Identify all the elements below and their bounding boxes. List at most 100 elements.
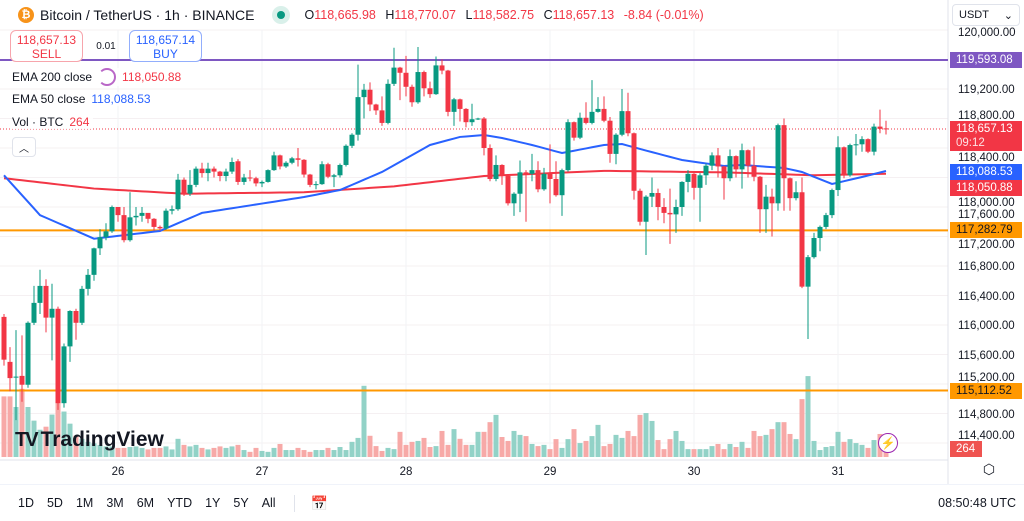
candle-body	[691, 173, 697, 188]
volume-bar	[871, 440, 877, 457]
candle	[751, 146, 757, 182]
candle-body	[241, 177, 247, 182]
candle-body	[709, 155, 715, 166]
range-buttons: 1D 5D 1M 3M 6M YTD 1Y 5Y All	[18, 496, 276, 510]
candle	[7, 347, 13, 392]
range-1d[interactable]: 1D	[18, 496, 34, 510]
candle	[259, 180, 265, 188]
candle	[151, 218, 157, 231]
range-6m[interactable]: 6M	[136, 496, 155, 510]
candle	[337, 163, 343, 178]
range-5d[interactable]: 5D	[46, 496, 63, 510]
volume-bar	[133, 446, 139, 457]
range-1y[interactable]: 1Y	[205, 496, 221, 510]
candle-body	[595, 108, 601, 112]
candle	[211, 166, 217, 178]
candle	[547, 144, 553, 204]
collapse-legend-button[interactable]: ︿	[12, 137, 36, 157]
candle-body	[67, 310, 73, 347]
legend-ema200[interactable]: EMA 200 close 118,050.88	[12, 68, 186, 86]
candle-body	[403, 72, 409, 87]
candle-body	[199, 168, 205, 174]
range-all[interactable]: All	[261, 496, 276, 510]
volume-bar	[553, 439, 559, 457]
lightning-icon[interactable]: ⚡	[878, 433, 898, 453]
volume-bar	[421, 437, 427, 457]
candle	[13, 330, 19, 421]
volume-bar	[637, 414, 643, 457]
currency-select[interactable]: USDT ⌄	[952, 4, 1020, 26]
range-5y[interactable]: 5Y	[233, 496, 249, 510]
sell-button[interactable]: 118,657.13 SELL	[10, 30, 83, 62]
volume-bar	[205, 449, 211, 457]
chart-settings-icon[interactable]: ⬡	[982, 461, 996, 477]
volume-bar	[739, 441, 745, 457]
candle-body	[673, 207, 679, 215]
ema200-price-label: 118,050.88	[950, 180, 1022, 196]
volume-bar	[751, 430, 757, 457]
candle	[421, 70, 427, 97]
candle-body	[469, 119, 475, 123]
candle	[823, 212, 829, 230]
volume-bar	[673, 430, 679, 457]
candle	[181, 177, 187, 196]
candle	[265, 169, 271, 183]
utc-clock[interactable]: 08:50:48 UTC	[938, 496, 1016, 510]
volume-bar	[277, 443, 283, 457]
candle	[715, 148, 721, 178]
candle-body	[829, 190, 835, 216]
volume-bar	[823, 447, 829, 457]
candle	[1, 313, 7, 366]
candle	[523, 170, 529, 222]
volume-bar	[211, 447, 217, 457]
candle	[487, 144, 493, 182]
candle	[379, 96, 385, 126]
volume-bar	[79, 438, 85, 457]
volume-bar	[697, 449, 703, 457]
candle-body	[553, 178, 559, 196]
calendar-goto-icon[interactable]: 📅	[293, 494, 328, 512]
candle	[349, 133, 355, 148]
volume-bar	[127, 447, 133, 457]
volume-bar	[607, 443, 613, 457]
volume-bar	[745, 447, 751, 457]
candle-body	[781, 125, 787, 179]
y-tick-label: 114,400.00	[958, 430, 1015, 442]
candle-body	[85, 274, 91, 289]
volume-bar	[523, 436, 529, 457]
volume-bar	[667, 439, 673, 457]
volume-bar	[493, 414, 499, 457]
volume-bar	[505, 440, 511, 457]
candle-body	[331, 175, 337, 177]
range-1m[interactable]: 1M	[75, 496, 94, 510]
candle-body	[661, 207, 667, 213]
symbol-title[interactable]: Bitcoin / TetherUS · 1h · BINANCE	[40, 7, 255, 23]
buy-button[interactable]: 118,657.14 BUY	[129, 30, 202, 62]
candle-body	[769, 196, 775, 204]
legend-volume[interactable]: Vol · BTC 264	[12, 115, 94, 129]
ema50-price-label: 118,088.53	[950, 164, 1022, 180]
range-3m[interactable]: 3M	[106, 496, 124, 510]
candle	[85, 268, 91, 296]
candle-body	[571, 122, 577, 138]
candle-body	[427, 88, 433, 95]
range-ytd[interactable]: YTD	[167, 496, 193, 510]
volume-bar	[463, 444, 469, 457]
candle	[91, 247, 97, 281]
candle-body	[163, 210, 169, 229]
candle	[625, 92, 631, 137]
volume-bar	[655, 440, 661, 457]
candle	[145, 212, 151, 224]
volume-bar	[1, 396, 7, 457]
candle-body	[853, 144, 859, 146]
price-chart[interactable]: 120,000.00 119,200.00 118,800.00 118,400.00…	[0, 0, 1024, 485]
volume-bar	[769, 429, 775, 457]
tradingview-logo[interactable]: TV TradingView	[15, 428, 164, 451]
market-open-status-icon	[272, 6, 291, 24]
candle-body	[223, 171, 229, 177]
candle-body	[577, 117, 583, 138]
candle-body	[541, 173, 547, 190]
candle-body	[373, 104, 379, 111]
legend-ema50[interactable]: EMA 50 close 118,088.53	[12, 92, 155, 106]
candle	[307, 173, 313, 188]
